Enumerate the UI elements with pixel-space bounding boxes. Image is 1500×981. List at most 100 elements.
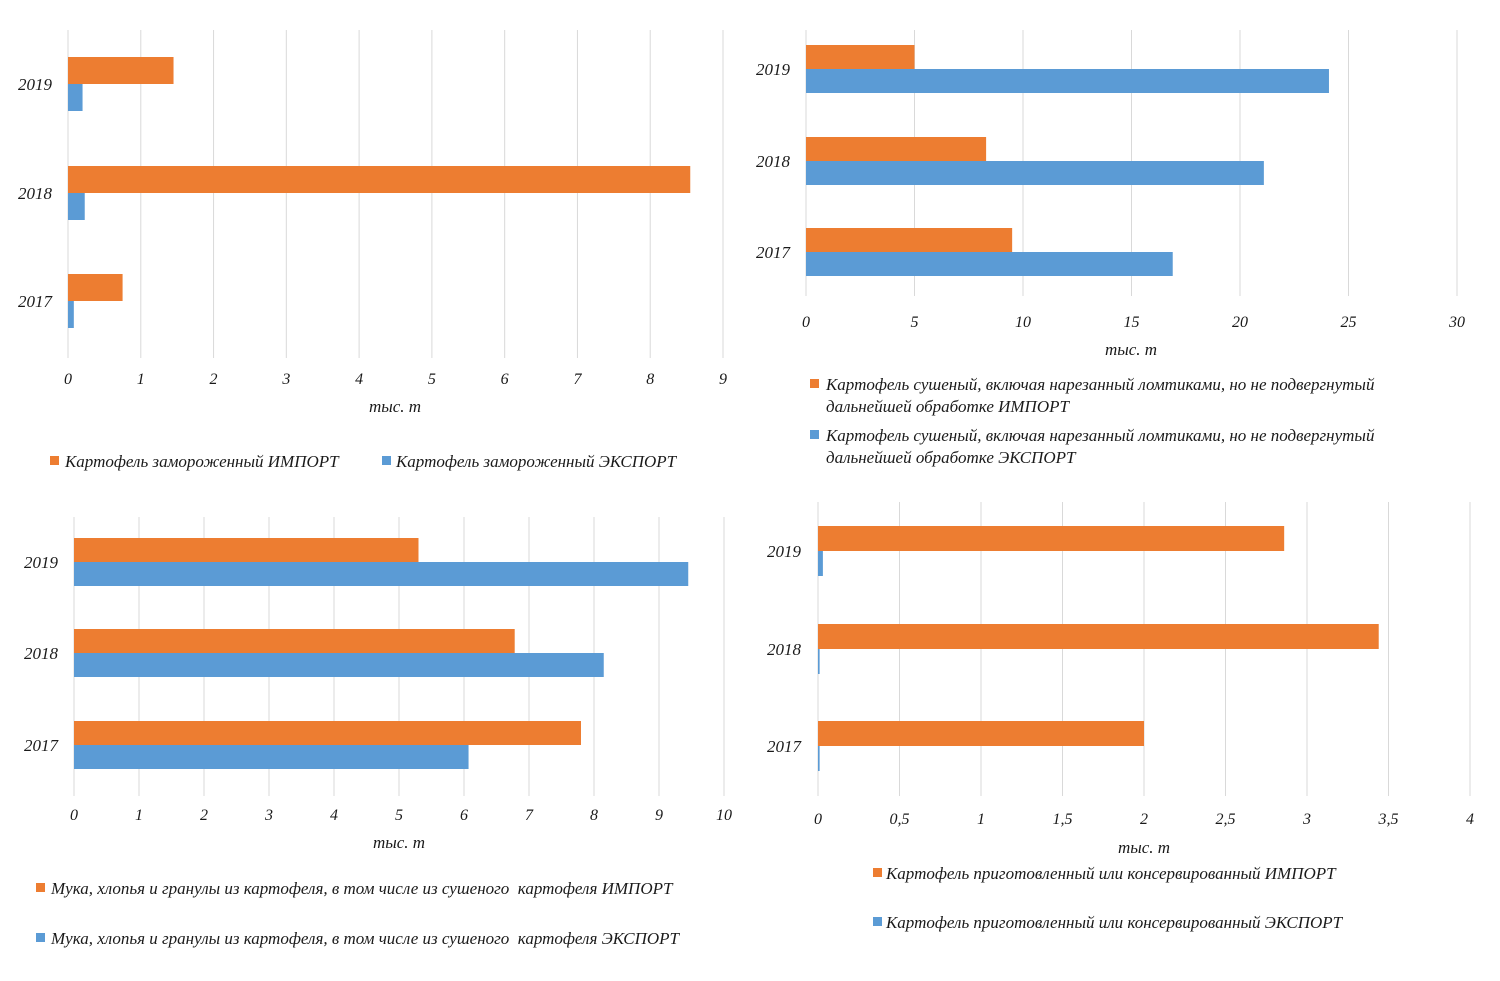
legend-dried-import-label: Картофель сушеный, включая нарезанный ло… <box>825 375 1379 416</box>
legend-dried-import-line-2: дальнейшей обработке ИМПОРТ <box>826 397 1070 416</box>
flour-bar-import-2017 <box>74 721 581 745</box>
flour-bar-import-2018 <box>74 629 515 653</box>
flour-x-tick-label: 3 <box>264 807 273 824</box>
flour-category-label-2019: 2019 <box>24 553 59 572</box>
legend-frozen-import-label: Картофель замороженный ИМПОРТ <box>64 452 340 471</box>
legend-prepared: Картофель приготовленный или консервиров… <box>873 864 1344 932</box>
chart-frozen-gridlines <box>67 30 724 358</box>
frozen-x-tick-label: 7 <box>573 371 582 388</box>
frozen-x-tick-label: 9 <box>719 371 727 388</box>
frozen-x-tick-label: 8 <box>646 371 654 388</box>
legend-dried-import-swatch <box>810 379 819 388</box>
flour-x-tick-label: 1 <box>135 807 143 824</box>
prepared-x-tick-label: 2 <box>1140 811 1148 828</box>
frozen-x-tick-label: 2 <box>210 371 218 388</box>
prepared-x-tick-label: 2,5 <box>1216 811 1236 828</box>
dried-category-label-2017: 2017 <box>756 243 792 262</box>
legend-flour-import-label: Мука, хлопья и гранулы из картофеля, в т… <box>50 879 674 898</box>
dried-x-tick-label: 10 <box>1015 314 1031 331</box>
dried-bar-export-2017 <box>806 252 1173 276</box>
legend-dried-export-line-2: дальнейшей обработке ЭКСПОРТ <box>826 448 1077 467</box>
prepared-x-tick-label: 3,5 <box>1378 811 1399 828</box>
flour-category-label-2017: 2017 <box>24 736 60 755</box>
prepared-bar-import-2017 <box>818 721 1144 746</box>
legend-dried-export-label: Картофель сушеный, включая нарезанный ло… <box>825 426 1379 467</box>
chart-dried-potato: 0 5 10 15 20 25 30 2017 2018 2019 тыс. т Картофе… <box>756 30 1465 467</box>
flour-x-tick-label: 5 <box>395 807 403 824</box>
prepared-x-tick-label: 1 <box>977 811 985 828</box>
chart-potato-flour: 0 1 2 3 4 5 6 7 8 9 10 2017 2018 2019 тыс. т Мука, х… <box>24 517 732 948</box>
flour-x-tick-label: 0 <box>70 807 78 824</box>
prepared-bar-import-2019 <box>818 526 1285 551</box>
flour-x-tick-label: 4 <box>330 807 338 824</box>
flour-x-tick-label: 7 <box>525 807 534 824</box>
legend-dried: Картофель сушеный, включая нарезанный ло… <box>810 375 1379 467</box>
flour-bar-export-2017 <box>74 745 469 769</box>
chart-flour-bars <box>74 538 689 769</box>
prepared-x-tick-label: 0 <box>814 811 822 828</box>
frozen-x-tick-label: 3 <box>281 371 290 388</box>
flour-bar-export-2018 <box>74 653 604 677</box>
legend-flour-export-label: Мука, хлопья и гранулы из картофеля, в т… <box>50 929 681 948</box>
frozen-category-label-2018: 2018 <box>18 184 53 203</box>
prepared-category-label-2017: 2017 <box>767 737 803 756</box>
flour-bar-import-2019 <box>74 538 419 562</box>
prepared-category-label-2018: 2018 <box>767 640 802 659</box>
frozen-bar-import-2017 <box>68 274 123 301</box>
dried-bar-import-2019 <box>806 45 915 69</box>
dried-x-tick-label: 25 <box>1341 314 1357 331</box>
frozen-category-label-2017: 2017 <box>18 292 54 311</box>
prepared-x-tick-label: 1,5 <box>1053 811 1073 828</box>
dried-category-label-2019: 2019 <box>756 60 791 79</box>
frozen-bar-export-2018 <box>68 193 85 220</box>
legend-dried-export-line-1: Картофель сушеный, включая нарезанный ло… <box>825 426 1375 445</box>
frozen-bar-export-2017 <box>68 301 74 328</box>
flour-x-tick-label: 8 <box>590 807 598 824</box>
prepared-bar-export-2019 <box>818 551 823 576</box>
frozen-x-tick-label: 1 <box>137 371 145 388</box>
prepared-x-tick-label: 3 <box>1302 811 1311 828</box>
legend-frozen-export-swatch <box>382 456 391 465</box>
flour-x-tick-label: 10 <box>716 807 732 824</box>
chart-dried-bars <box>806 45 1329 276</box>
chart-prepared-x-axis-label: тыс. т <box>1118 838 1170 857</box>
chart-flour-x-axis-label: тыс. т <box>373 833 425 852</box>
prepared-bar-export-2017 <box>818 746 820 771</box>
dried-bar-import-2018 <box>806 137 987 161</box>
frozen-category-label-2019: 2019 <box>18 75 53 94</box>
legend-prepared-import-swatch <box>873 868 882 877</box>
chart-dried-categories: 2017 2018 2019 <box>756 60 792 262</box>
flour-x-tick-label: 2 <box>200 807 208 824</box>
prepared-x-tick-label: 0,5 <box>890 811 910 828</box>
legend-prepared-export-swatch <box>873 917 882 926</box>
legend-flour-export-swatch <box>36 933 45 942</box>
dried-bar-import-2017 <box>806 228 1013 252</box>
frozen-bar-import-2018 <box>68 166 691 193</box>
legend-frozen-export-label: Картофель замороженный ЭКСПОРТ <box>395 452 678 471</box>
dried-x-tick-label: 5 <box>911 314 919 331</box>
chart-frozen-categories: 2017 2018 2019 <box>18 75 54 311</box>
dried-category-label-2018: 2018 <box>756 152 791 171</box>
frozen-x-tick-label: 5 <box>428 371 436 388</box>
chart-dried-x-axis-label: тыс. т <box>1105 340 1157 359</box>
prepared-bar-import-2018 <box>818 624 1379 649</box>
dried-x-tick-label: 30 <box>1448 314 1465 331</box>
chart-frozen-x-ticks: 0 1 2 3 4 5 6 7 8 9 <box>64 371 727 388</box>
chart-dried-x-ticks: 0 5 10 15 20 25 30 <box>802 314 1465 331</box>
dried-bar-export-2019 <box>806 69 1329 93</box>
dried-x-tick-label: 20 <box>1232 314 1248 331</box>
chart-frozen-x-axis-label: тыс. т <box>369 397 421 416</box>
legend-dried-export-swatch <box>810 430 819 439</box>
dried-bar-export-2018 <box>806 161 1264 185</box>
flour-x-tick-label: 6 <box>460 807 468 824</box>
frozen-x-tick-label: 0 <box>64 371 72 388</box>
legend-flour: Мука, хлопья и гранулы из картофеля, в т… <box>36 879 681 948</box>
frozen-bar-export-2019 <box>68 84 83 111</box>
dried-x-tick-label: 0 <box>802 314 810 331</box>
dried-x-tick-label: 15 <box>1124 314 1140 331</box>
chart-prepared-potato: 0 0,5 1 1,5 2 2,5 3 3,5 4 2017 2018 2019 тыс. т Ка… <box>767 502 1474 932</box>
legend-flour-import-swatch <box>36 883 45 892</box>
legend-frozen-import-swatch <box>50 456 59 465</box>
chart-flour-categories: 2017 2018 2019 <box>24 553 60 755</box>
